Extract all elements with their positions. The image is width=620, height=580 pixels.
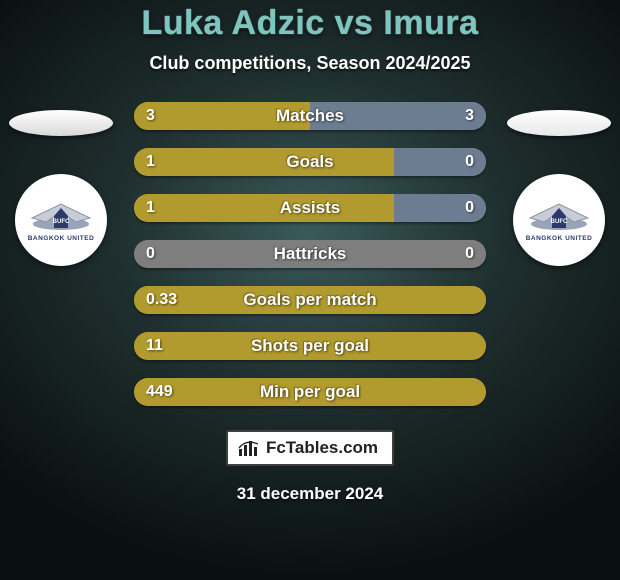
svg-text:BUFC: BUFC	[53, 219, 70, 225]
bar-fill-right	[394, 194, 486, 222]
page-title: Luka Adzic vs Imura	[141, 4, 478, 43]
player-photo-placeholder-left	[9, 110, 113, 136]
club-badge-text-right: BANGKOK UNITED	[526, 235, 593, 242]
stat-bar: 10Goals	[134, 148, 486, 176]
left-player-col: BUFC BANGKOK UNITED	[6, 102, 116, 266]
bar-fill-left	[134, 378, 486, 406]
date-label: 31 december 2024	[237, 484, 384, 504]
stat-bar: 33Matches	[134, 102, 486, 130]
stat-bar: 11Shots per goal	[134, 332, 486, 360]
bar-fill-left	[134, 148, 394, 176]
bar-fill-left	[134, 194, 394, 222]
player-photo-placeholder-right	[507, 110, 611, 136]
bar-fill-right	[310, 102, 486, 130]
bar-fill-left	[134, 102, 310, 130]
main-row: BUFC BANGKOK UNITED 33Matches 10Goals 10As…	[0, 102, 620, 406]
stat-bars: 33Matches 10Goals 10Assists 00Hattricks 0.33…	[134, 102, 486, 406]
club-crest-icon: BUFC	[524, 198, 594, 234]
source-label: FcTables.com	[266, 438, 378, 458]
club-badge-left: BUFC BANGKOK UNITED	[15, 174, 107, 266]
stat-bar: 10Assists	[134, 194, 486, 222]
bar-chart-icon	[238, 439, 260, 457]
bar-fill-left	[134, 240, 486, 268]
club-crest-icon: BUFC	[26, 198, 96, 234]
bar-fill-left	[134, 332, 486, 360]
svg-text:BUFC: BUFC	[551, 219, 568, 225]
stat-bar: 449Min per goal	[134, 378, 486, 406]
comparison-card: Luka Adzic vs Imura Club competitions, S…	[0, 0, 620, 580]
bar-fill-right	[394, 148, 486, 176]
source-badge: FcTables.com	[226, 430, 394, 466]
stat-bar: 00Hattricks	[134, 240, 486, 268]
club-badge-text-left: BANGKOK UNITED	[28, 235, 95, 242]
club-badge-right: BUFC BANGKOK UNITED	[513, 174, 605, 266]
right-player-col: BUFC BANGKOK UNITED	[504, 102, 614, 266]
bar-fill-left	[134, 286, 486, 314]
stat-bar: 0.33Goals per match	[134, 286, 486, 314]
subtitle: Club competitions, Season 2024/2025	[149, 53, 470, 74]
